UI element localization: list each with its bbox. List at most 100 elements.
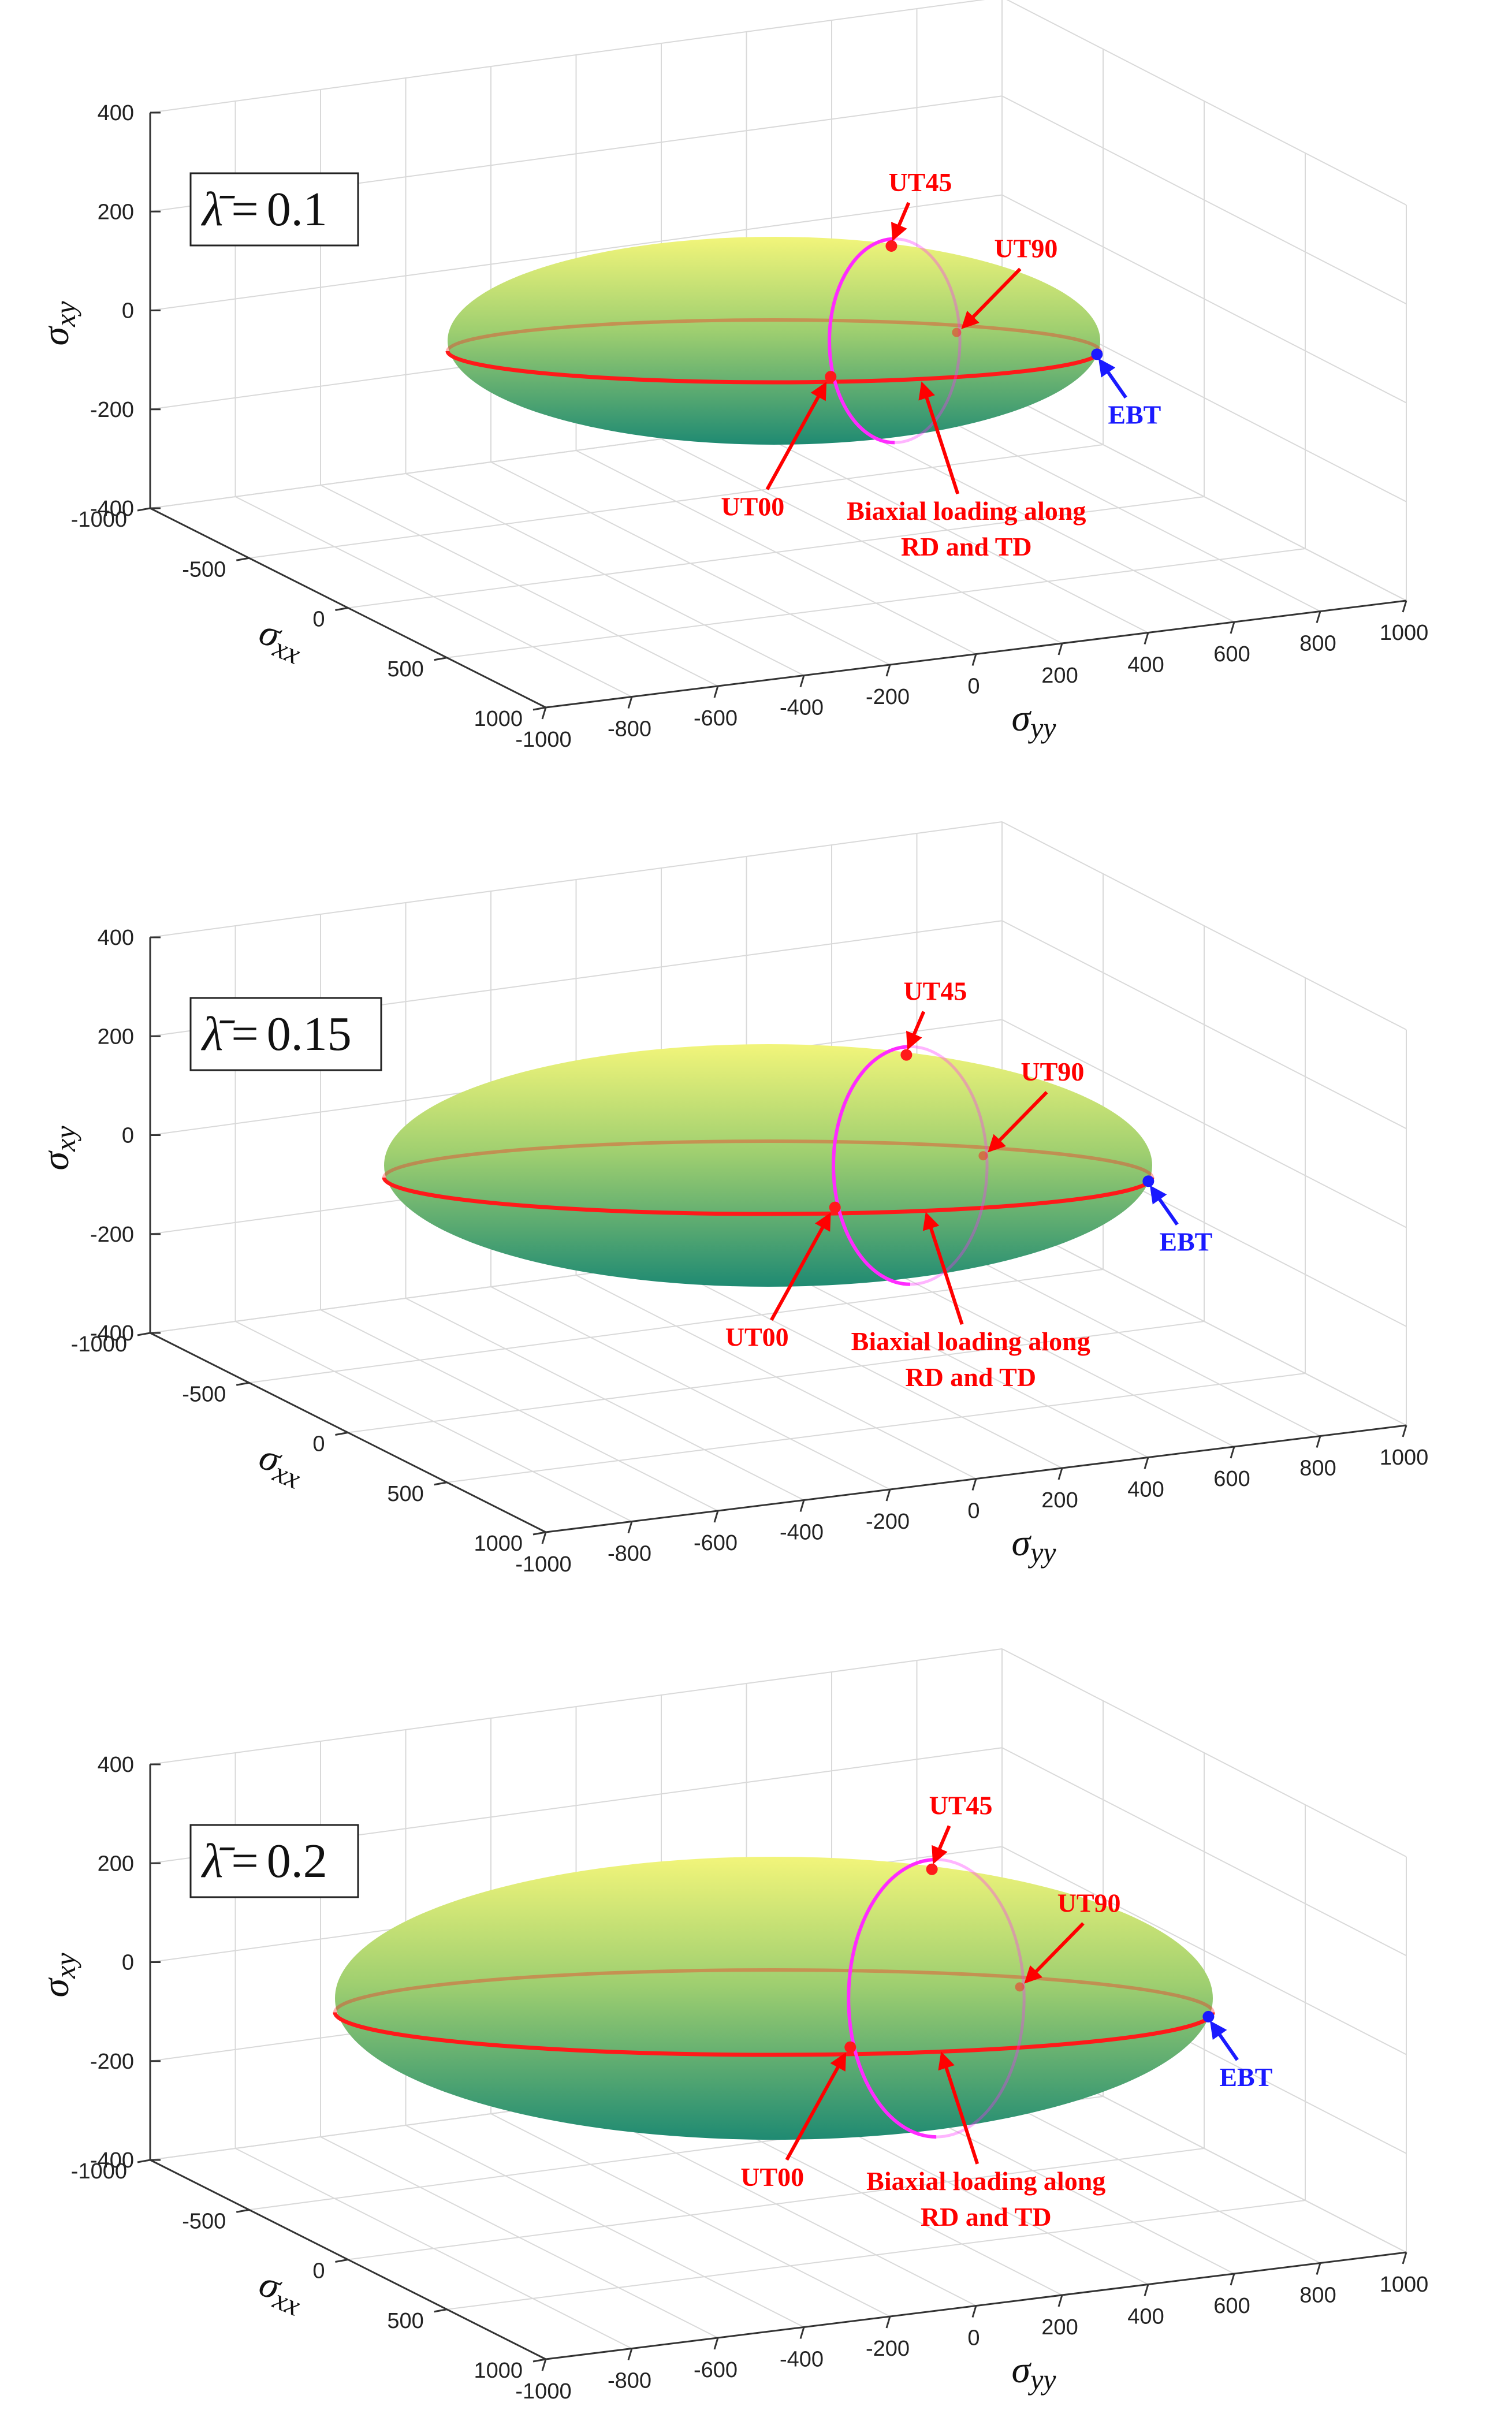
ebt-arrow [1209,2020,1239,2061]
biaxial-path-front [445,351,1103,385]
x-tick-label: -1000 [71,1332,127,1357]
y-tick-label: -600 [694,1531,738,1555]
y-tick-mark [1230,1446,1235,1459]
ut45-marker [885,240,897,252]
z-tick-label: 400 [98,101,134,125]
y-tick-label: 800 [1299,2284,1336,2308]
y-tick-mark [885,2316,891,2329]
x-tick-label: 500 [387,657,423,681]
y-axis-label-subscript: yy [1027,2363,1056,2396]
y-tick-mark [1144,2284,1149,2296]
biaxial-label-line2: RD and TD [901,532,1032,561]
y-tick-label: -200 [866,1510,910,1534]
y-tick-label: -800 [608,717,651,742]
biaxial-path-back [333,1968,1215,2013]
grid-line [150,0,985,113]
ut90-marker [978,1151,988,1161]
z-tick-label: -400 [90,1321,134,1346]
parameter-value: 0.2 [267,1834,327,1888]
ebt-arrow [1098,358,1127,399]
y-axis-label: σyy [1012,2349,1057,2396]
y-tick-mark [627,1521,633,1533]
z-tick-label: 0 [122,1124,134,1148]
grid-line [446,1373,1306,1483]
ut00-arrow [765,382,827,490]
x-tick-mark [335,2259,348,2263]
z-axis-label: σxy [35,301,81,346]
ebt-marker [1091,348,1103,360]
y-tick-mark [1144,1457,1149,1469]
z-tick-label: 400 [98,1753,134,1777]
grid-line [446,548,1306,658]
y-tick-label: 400 [1127,1478,1164,1502]
shear-path-front [847,1857,937,2139]
x-tick-label: -500 [182,557,226,582]
grid-line [1001,920,1407,1130]
grid-line [1001,821,1407,1030]
y-axis-label-symbol: σ [1012,697,1032,739]
ut45-arrow [891,202,911,241]
x-tick-label: -1000 [71,2159,127,2184]
ut00-marker [829,1201,841,1213]
ut45-marker [900,1049,913,1061]
z-axis-label-subscript: xy [49,1126,81,1152]
y-tick-label: 200 [1041,1488,1078,1513]
y-tick-label: 200 [1041,664,1078,688]
parameter-equals: = [231,1007,258,1061]
grid-line [1001,1846,1407,2055]
y-tick-label: -1000 [515,728,571,752]
y-axis-label-subscript: yy [1027,1536,1056,1569]
grid-line [150,194,1003,311]
parameter-equals: = [231,182,258,236]
x-tick-label: -1000 [71,508,127,532]
x-tick-mark [137,2159,151,2163]
x-tick-label: 500 [387,2309,423,2333]
y-tick-label: -200 [866,2337,910,2361]
ut00-marker [844,2041,856,2053]
y-tick-label: 1000 [1380,1446,1429,1470]
y-tick-mark [541,1532,547,1544]
biaxial-path-back [446,318,1102,352]
y-tick-label: 0 [967,675,980,699]
z-tick-label: 0 [122,1951,134,1975]
y-tick-label: 800 [1299,1457,1336,1481]
x-tick-label: -500 [182,1382,226,1406]
y-tick-label: 400 [1127,653,1164,677]
z-tick-label: 200 [98,200,134,224]
ut90-label: UT90 [1021,1057,1084,1086]
y-tick-label: 600 [1213,1467,1250,1491]
ut00-label: UT00 [725,1323,789,1352]
parameter-equals: = [231,1834,258,1888]
grid-line [1001,1747,1407,1957]
grid-line [1001,1019,1407,1228]
y-tick-label: 0 [967,1499,980,1524]
x-tick-mark [532,2358,546,2363]
parameter-label: λ̄ = 0.15 [200,1007,352,1061]
y-tick-mark [541,707,547,720]
y-tick-mark [541,2359,547,2371]
x-tick-label: 0 [312,1432,325,1457]
z-tick-label: 200 [98,1852,134,1876]
ut90-arrow [961,267,1022,329]
ut45-arrow [906,1011,926,1051]
biaxial-label-line1: Biaxial loading along [866,2166,1105,2196]
ebt-label: EBT [1219,2062,1272,2092]
z-axis-label-symbol: σ [35,1150,77,1170]
parameter-value: 0.15 [267,1007,352,1061]
x-tick-mark [236,2208,249,2213]
biaxial-arrow [918,381,960,495]
ut00-label: UT00 [740,2162,804,2192]
ut45-label: UT45 [888,167,952,197]
y-tick-label: 800 [1299,632,1336,656]
x-tick-mark [335,1432,348,1436]
x-axis-label: σxx [252,1435,311,1495]
y-tick-mark [1316,2263,1321,2275]
z-axis-label: σxy [35,1126,81,1171]
z-tick-label: -200 [90,398,134,422]
x-axis-label: σxx [252,610,311,671]
y-tick-label: 600 [1213,2294,1250,2318]
y-tick-mark [713,2337,719,2350]
x-tick-mark [434,657,448,661]
